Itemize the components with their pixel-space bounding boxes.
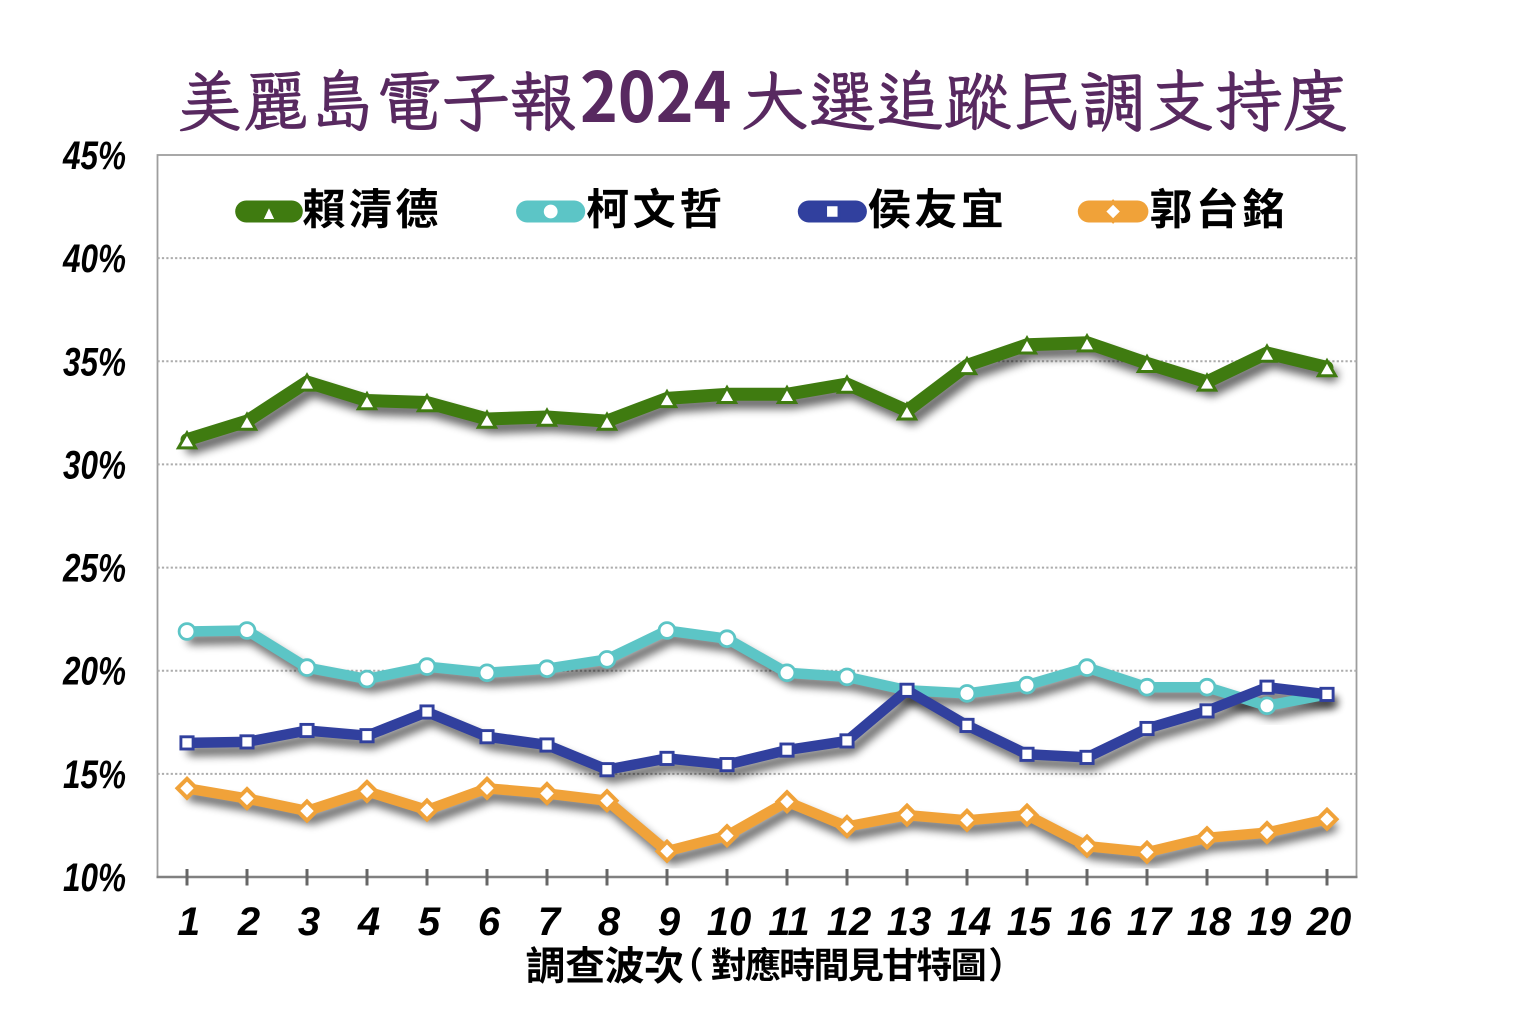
svg-text:13: 13 [887, 900, 932, 944]
svg-text:15%: 15% [63, 753, 126, 797]
svg-text:25%: 25% [62, 547, 126, 591]
svg-text:20%: 20% [62, 650, 126, 694]
svg-text:11: 11 [768, 900, 810, 944]
svg-text:35%: 35% [63, 340, 126, 384]
svg-text:40%: 40% [62, 237, 126, 281]
svg-text:45%: 45% [62, 134, 126, 178]
svg-text:5: 5 [418, 900, 441, 944]
svg-text:17: 17 [1127, 900, 1173, 944]
svg-text:19: 19 [1247, 900, 1292, 944]
svg-text:6: 6 [478, 900, 501, 944]
svg-text:1: 1 [178, 900, 200, 944]
svg-text:2: 2 [237, 900, 260, 944]
svg-text:10: 10 [707, 900, 752, 944]
svg-text:3: 3 [298, 900, 320, 944]
svg-text:16: 16 [1067, 900, 1112, 944]
svg-text:18: 18 [1187, 900, 1232, 944]
svg-text:14: 14 [947, 900, 992, 944]
svg-text:30%: 30% [63, 443, 126, 487]
svg-text:12: 12 [827, 900, 872, 944]
svg-text:8: 8 [598, 900, 621, 944]
svg-text:9: 9 [658, 900, 681, 944]
svg-text:15: 15 [1007, 900, 1052, 944]
svg-text:10%: 10% [63, 856, 126, 900]
svg-text:7: 7 [538, 900, 562, 944]
svg-text:4: 4 [357, 900, 380, 944]
svg-text:20: 20 [1306, 900, 1352, 944]
